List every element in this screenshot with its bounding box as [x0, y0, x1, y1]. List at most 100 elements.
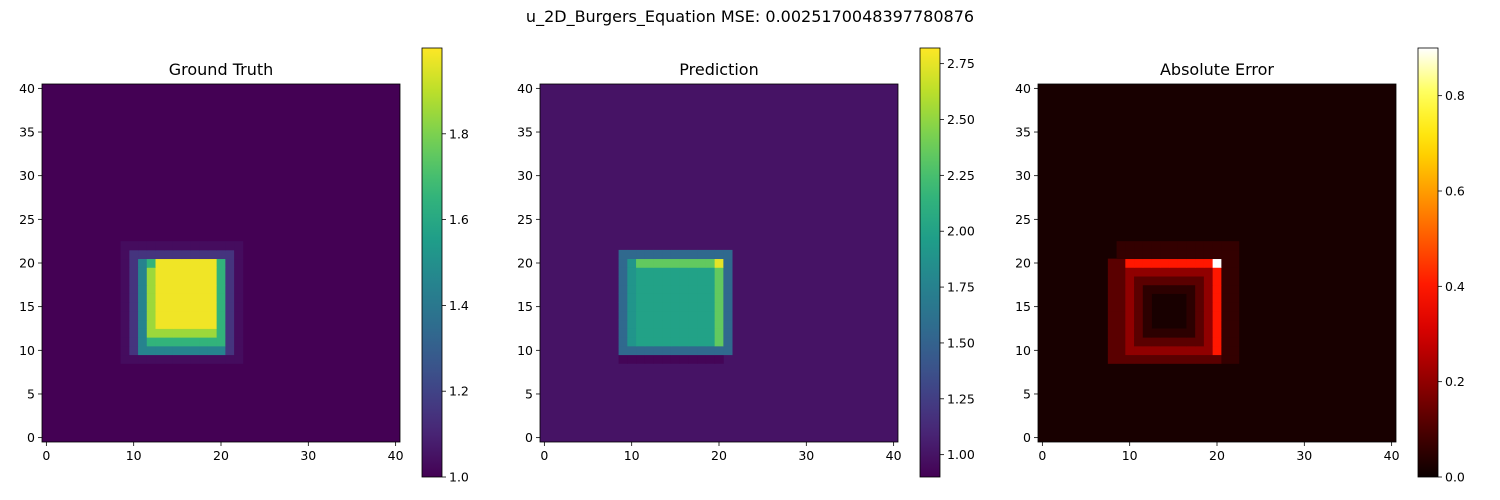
heatmap-cell	[618, 302, 628, 312]
heatmap-cell	[1186, 354, 1196, 364]
heatmap-cell	[129, 328, 139, 338]
heatmap-cell	[138, 241, 148, 251]
heatmap-cell	[1195, 311, 1205, 321]
heatmap-cell	[627, 337, 637, 347]
heatmap-cell	[1230, 345, 1240, 356]
heatmap-cell	[714, 267, 724, 277]
heatmap-cell	[1125, 293, 1135, 303]
heatmap-cell	[146, 276, 156, 286]
heatmap-cell	[644, 345, 654, 356]
heatmap-cell	[636, 345, 646, 356]
heatmap-cell	[618, 354, 628, 364]
y-tick-label: 20	[19, 256, 35, 271]
heatmap-cell	[679, 293, 689, 303]
heatmap-cell	[1186, 345, 1196, 356]
heatmap-cell	[172, 258, 183, 268]
heatmap-cell	[1230, 284, 1240, 294]
heatmap-cell	[181, 328, 191, 338]
heatmap-cell	[627, 293, 637, 303]
heatmap-cell	[181, 319, 191, 329]
heatmap-cell	[1107, 354, 1117, 364]
heatmap-cell	[172, 249, 183, 260]
heatmap-cell	[164, 302, 174, 312]
heatmap-cell	[1221, 302, 1231, 312]
colorbar-tick-label: 1.4	[449, 298, 469, 313]
colorbar-frame	[421, 47, 443, 478]
heatmap-cell	[1221, 337, 1231, 347]
heatmap-cell	[662, 284, 672, 294]
heatmap-cell	[723, 311, 733, 321]
heatmap-cell	[697, 276, 707, 286]
heatmap-cell	[1195, 302, 1205, 312]
heatmap-cell	[172, 328, 183, 338]
heatmap-cell	[679, 258, 689, 268]
heatmap-cell	[234, 249, 244, 260]
heatmap-cell	[225, 276, 235, 286]
heatmap-cell	[705, 293, 716, 303]
heatmap-cell	[697, 354, 707, 364]
heatmap-cell	[155, 319, 165, 329]
heatmap-cell	[120, 302, 130, 312]
heatmap-cell	[1142, 276, 1152, 286]
heatmap-cell	[1151, 258, 1161, 268]
heatmap-cell	[225, 293, 235, 303]
heatmap-cell	[644, 319, 654, 329]
heatmap-cell	[1212, 345, 1222, 356]
heatmap-cell	[662, 249, 672, 260]
heatmap-cell	[644, 354, 654, 364]
heatmap-cell	[1160, 328, 1170, 338]
heatmap-cell	[146, 293, 156, 303]
heatmap-cell	[618, 267, 628, 277]
heatmap-cell	[164, 241, 174, 251]
heatmap-cell	[199, 302, 209, 312]
heatmap-cell	[1195, 258, 1205, 268]
heatmap-cell	[216, 267, 226, 277]
heatmap-cell	[644, 311, 654, 321]
heatmap-cell	[662, 302, 672, 312]
heatmap-cell	[1195, 284, 1205, 294]
heatmap-cell	[627, 302, 637, 312]
heatmap-cell	[670, 249, 681, 260]
x-tick-label: 40	[388, 448, 404, 463]
heatmap-cell	[1142, 258, 1152, 268]
heatmap-cell	[688, 354, 698, 364]
heatmap-cell	[216, 293, 226, 303]
heatmap-cell	[653, 311, 663, 321]
heatmap-cell	[1134, 319, 1144, 329]
heatmap-cell	[653, 284, 663, 294]
heatmap-cell	[705, 302, 716, 312]
heatmap-cell	[1203, 267, 1214, 277]
colorbar-tick-label: 1.2	[449, 384, 469, 399]
heatmap-cell	[190, 293, 200, 303]
heatmap-cell	[1134, 293, 1144, 303]
heatmap-cell	[1134, 337, 1144, 347]
heatmap-cell	[662, 258, 672, 268]
heatmap-cell	[1116, 258, 1126, 268]
y-tick-label: 30	[517, 168, 533, 183]
heatmap-cell	[1177, 345, 1187, 356]
y-tick-label: 5	[1023, 386, 1031, 401]
y-tick-label: 0	[525, 430, 533, 445]
heatmap-cell	[723, 249, 733, 260]
heatmap-cell	[1116, 345, 1126, 356]
heatmap-cell	[627, 284, 637, 294]
heatmap-cell	[1116, 337, 1126, 347]
heatmap-cell	[1142, 241, 1152, 251]
heatmap-cell	[1142, 345, 1152, 356]
heatmap-cell	[207, 337, 218, 347]
x-tick-label: 0	[540, 448, 548, 463]
y-tick-label: 10	[1015, 343, 1031, 358]
heatmap-cell	[146, 302, 156, 312]
heatmap-cell	[146, 267, 156, 277]
heatmap-cell	[679, 345, 689, 356]
colorbar-tick-label: 1.6	[449, 212, 469, 227]
heatmap-cell	[138, 293, 148, 303]
heatmap-cell	[714, 345, 724, 356]
colorbar-tick-label: 2.00	[947, 224, 975, 239]
heatmap-cell	[636, 354, 646, 364]
heatmap-cell	[688, 258, 698, 268]
heatmap-cell	[1107, 345, 1117, 356]
y-tick-label: 5	[525, 386, 533, 401]
heatmap-cell	[120, 258, 130, 268]
heatmap-cell	[129, 319, 139, 329]
